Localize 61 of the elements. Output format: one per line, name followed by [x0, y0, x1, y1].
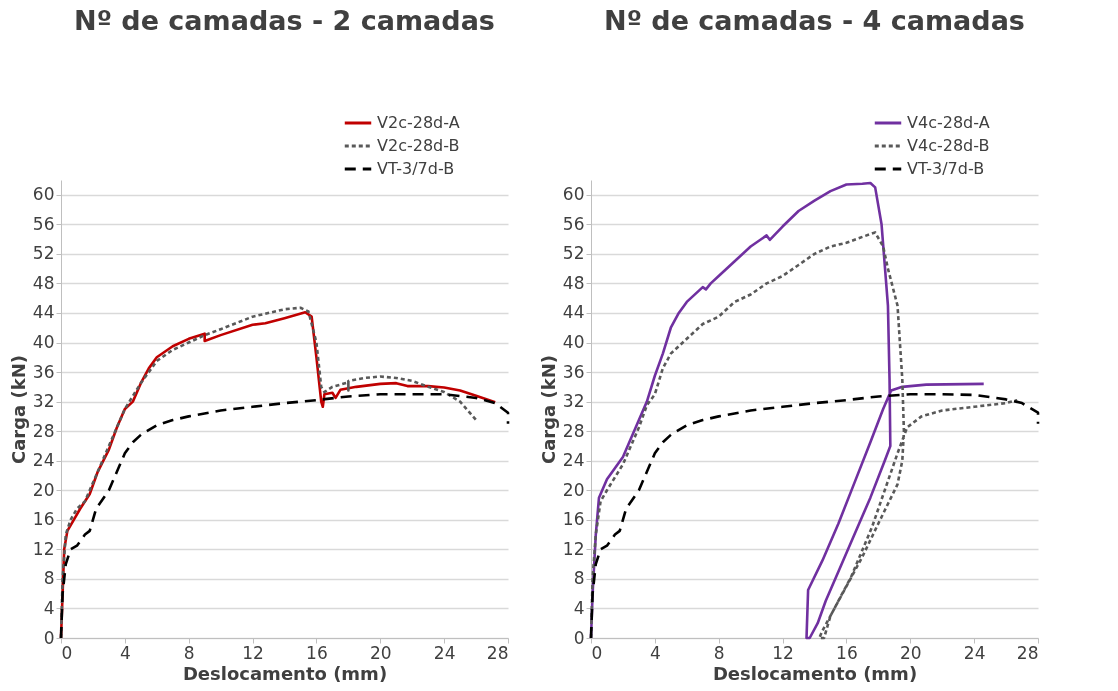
- x-tick-label: 24: [433, 642, 456, 663]
- y-tick-label: 48: [562, 272, 585, 293]
- y-tick-label: 32: [562, 391, 585, 412]
- y-tick-label: 36: [562, 361, 585, 382]
- y-tick-label: 4: [573, 597, 585, 618]
- y-tick-label: 24: [562, 450, 585, 471]
- legend-label: V4c-28d-A: [907, 113, 990, 132]
- y-tick-label: 36: [32, 361, 55, 382]
- x-tick-label: 12: [772, 642, 794, 663]
- y-tick-label: 40: [562, 332, 585, 353]
- x-tick-label: 12: [242, 642, 264, 663]
- legend-label: V4c-28d-B: [907, 136, 990, 155]
- legend-label: V2c-28d-A: [377, 113, 460, 132]
- y-tick-label: 56: [562, 213, 585, 234]
- legend-label: VT-3/7d-B: [907, 159, 985, 178]
- x-tick-label: 20: [369, 642, 392, 663]
- x-tick-label: 16: [836, 642, 858, 663]
- y-tick-label: 60: [32, 184, 55, 205]
- y-tick-label: 52: [562, 243, 585, 264]
- y-tick-label: 0: [43, 627, 55, 648]
- y-tick-label: 16: [562, 509, 585, 530]
- x-tick-label: 28: [1016, 642, 1039, 663]
- legend-label: VT-3/7d-B: [377, 159, 455, 178]
- y-tick-label: 20: [32, 479, 55, 500]
- y-tick-label: 48: [32, 272, 55, 293]
- y-tick-label: 16: [32, 509, 55, 530]
- y-tick-label: 28: [562, 420, 585, 441]
- y-tick-label: 44: [562, 302, 585, 323]
- y-tick-label: 12: [562, 538, 585, 559]
- x-tick-label: 8: [713, 642, 725, 663]
- y-tick-label: 44: [32, 302, 55, 323]
- y-tick-label: 60: [562, 184, 585, 205]
- y-tick-label: 28: [32, 420, 55, 441]
- x-tick-label: 0: [591, 642, 603, 663]
- y-tick-label: 0: [573, 627, 585, 648]
- x-tick-label: 4: [119, 642, 131, 663]
- x-tick-label: 0: [61, 642, 73, 663]
- y-tick-label: 52: [32, 243, 55, 264]
- y-tick-label: 40: [32, 332, 55, 353]
- y-tick-label: 56: [32, 213, 55, 234]
- chart-title: Nº de camadas - 4 camadas: [604, 5, 1025, 36]
- y-tick-label: 8: [43, 568, 55, 589]
- x-axis-title: Deslocamento (mm): [712, 662, 918, 684]
- x-tick-label: 20: [899, 642, 922, 663]
- x-tick-label: 16: [306, 642, 328, 663]
- x-tick-label: 28: [486, 642, 509, 663]
- chart-title: Nº de camadas - 2 camadas: [74, 5, 495, 36]
- y-tick-label: 4: [43, 597, 55, 618]
- line-series: [589, 231, 1019, 640]
- y-tick-label: 24: [32, 450, 55, 471]
- y-tick-label: 8: [573, 568, 585, 589]
- y-tick-label: 32: [32, 391, 55, 412]
- y-axis-title: Carga (kN): [7, 354, 29, 465]
- y-tick-label: 20: [562, 479, 585, 500]
- x-tick-label: 24: [963, 642, 986, 663]
- x-tick-label: 4: [649, 642, 661, 663]
- x-tick-label: 8: [183, 642, 195, 663]
- legend-label: V2c-28d-B: [377, 136, 460, 155]
- y-tick-label: 12: [32, 538, 55, 559]
- x-axis-title: Deslocamento (mm): [182, 662, 388, 684]
- y-axis-title: Carga (kN): [537, 354, 559, 465]
